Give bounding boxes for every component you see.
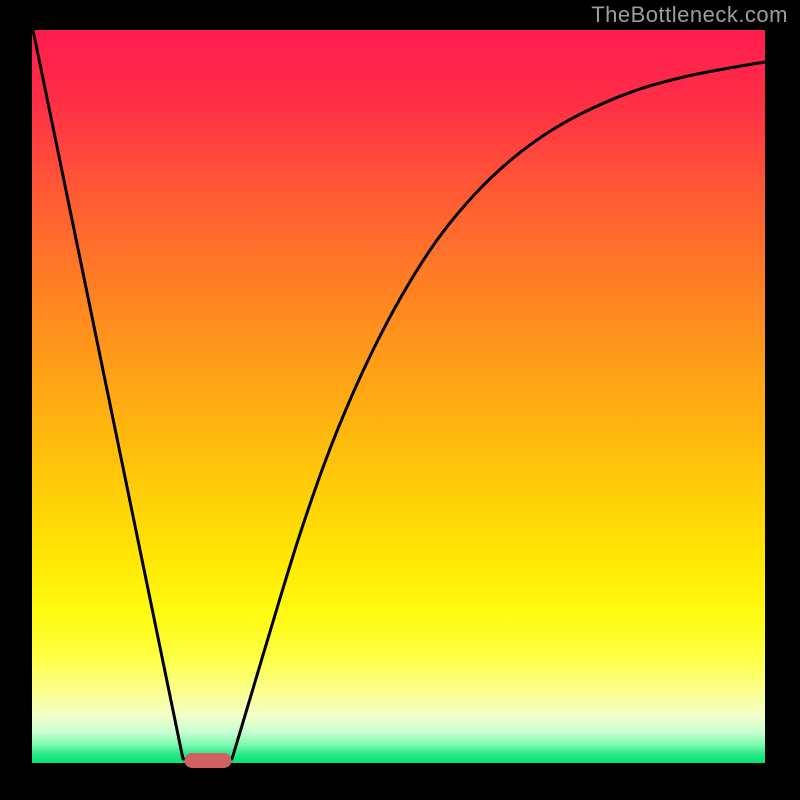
chart-container: TheBottleneck.com: [0, 0, 800, 800]
chart-svg: [0, 0, 800, 800]
trough-marker: [185, 753, 232, 768]
plot-area: [32, 30, 765, 763]
watermark-label: TheBottleneck.com: [591, 2, 788, 28]
